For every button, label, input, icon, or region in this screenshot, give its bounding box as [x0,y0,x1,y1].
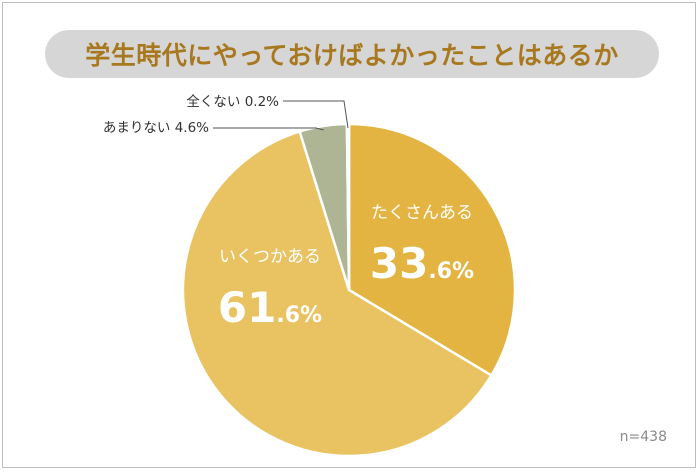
slice-value-0: 33.6% [370,239,474,288]
slice-label-1: いくつかある [219,247,321,267]
title-banner: 学生時代にやっておけばよかったことはあるか [45,30,659,78]
pie-slice-0 [347,122,517,377]
slice-label-0: たくさんある [371,203,473,223]
outside-label-3: 全くない 0.2% [186,93,279,110]
chart-title: 学生時代にやっておけばよかったことはあるか [85,41,619,70]
slice-value-1: 61.6% [218,283,322,332]
leader-line-2 [213,127,324,131]
leader-line-3 [283,100,349,129]
outside-label-2: あまりない 4.6% [103,120,209,136]
sample-size-note: n=438 [619,429,667,445]
pie-slice-1 [181,130,493,458]
